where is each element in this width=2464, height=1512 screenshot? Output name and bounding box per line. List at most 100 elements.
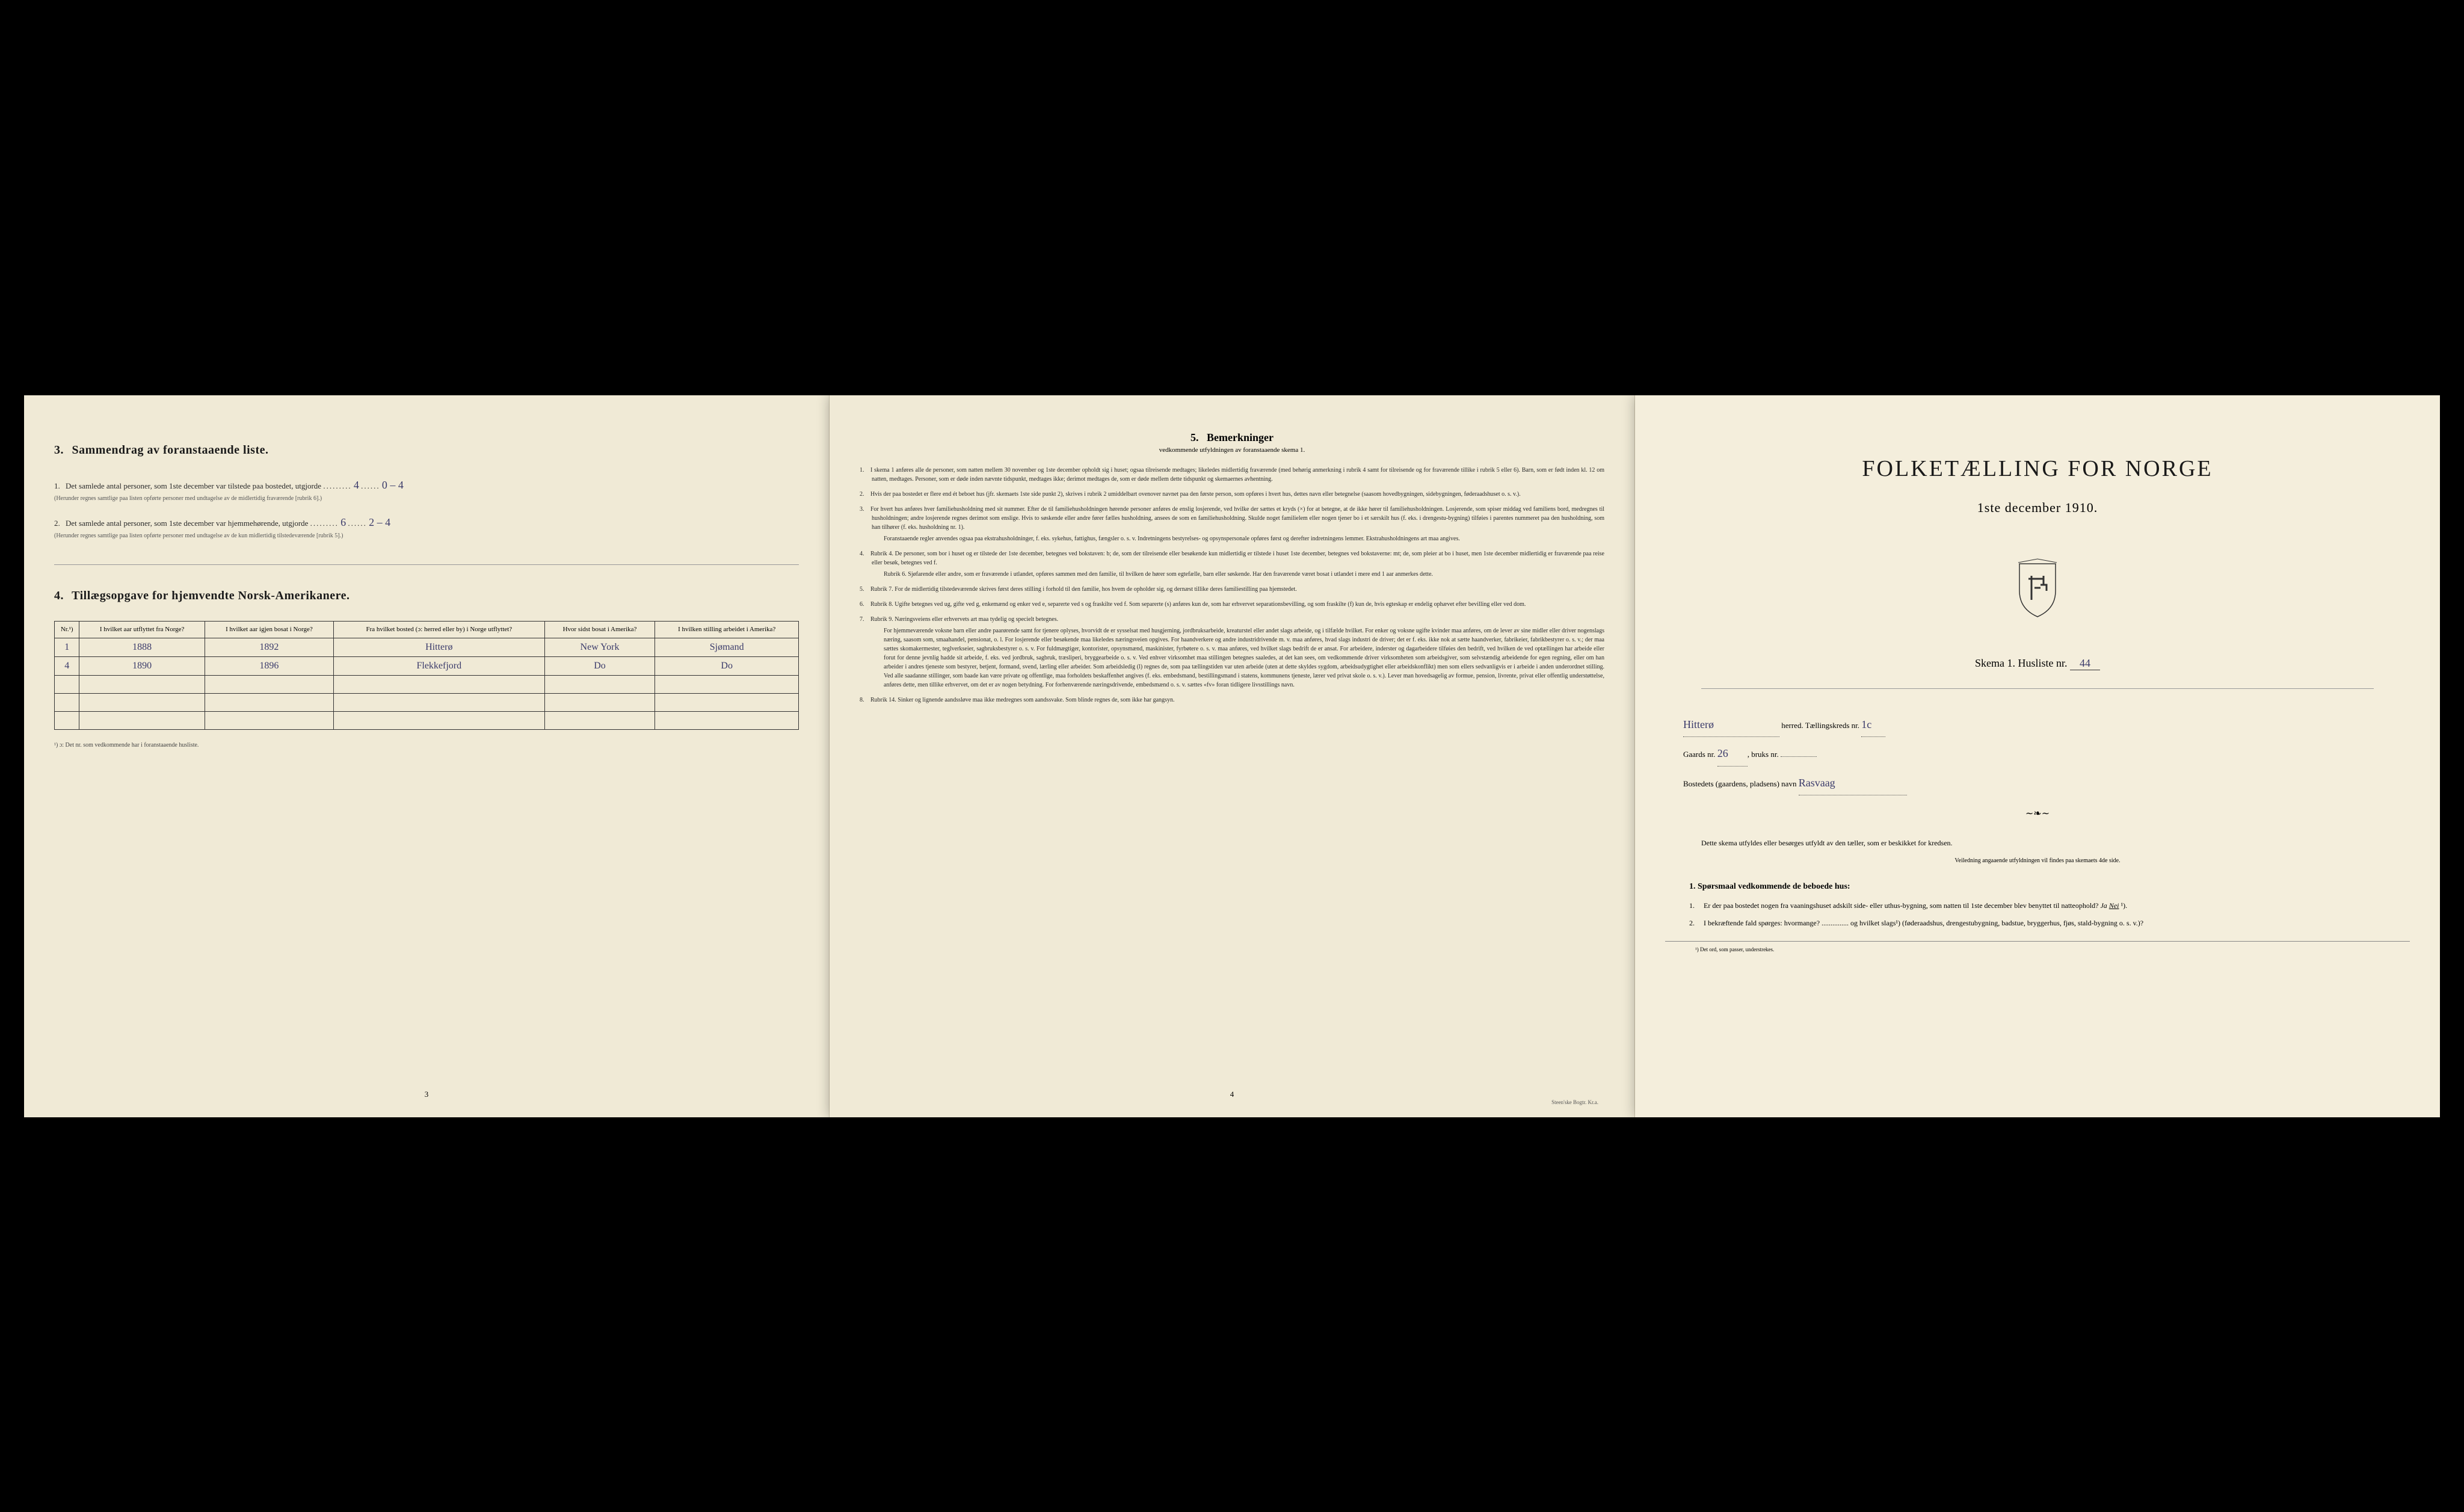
col-from: Fra hvilket bosted (ɔ: herred eller by) … (333, 622, 544, 638)
table-cell-empty (55, 711, 79, 729)
table-row-empty (55, 711, 799, 729)
census-date: 1ste december 1910. (1665, 500, 2410, 516)
table-cell: 1888 (79, 638, 205, 656)
question-1: 1. Det samlede antal personer, som 1ste … (54, 475, 799, 503)
table-cell: 1892 (205, 638, 333, 656)
table-footnote: ¹) ɔ: Det nr. som vedkommende har i fora… (54, 742, 799, 748)
section-5-subtitle: vedkommende utfyldningen av foranstaaend… (860, 446, 1604, 454)
question-2: 2. Det samlede antal personer, som 1ste … (54, 513, 799, 540)
table-row-empty (55, 675, 799, 693)
cover-instructions: Dette skema utfyldes eller besørges utfy… (1665, 838, 2410, 929)
herred-row: Hitterø herred. Tællingskreds nr. 1c (1683, 713, 2392, 738)
table-cell-empty (205, 711, 333, 729)
instruction-item: 2.Hvis der paa bostedet er flere end ét … (872, 490, 1604, 499)
table-cell: Flekkefjord (333, 656, 544, 675)
section-5-text: Bemerkninger (1207, 431, 1274, 443)
table-cell: Do (544, 656, 655, 675)
table-cell: 1890 (79, 656, 205, 675)
table-cell-empty (655, 675, 799, 693)
q1-heading: 1. Spørsmaal vedkommende de beboede hus: (1689, 880, 2386, 893)
bosted-label: Bostedets (gaardens, pladsens) navn (1683, 779, 1796, 788)
item-text: Rubrik 14. Sinker og lignende aandssløve… (870, 697, 1174, 703)
table-cell-empty (55, 693, 79, 711)
table-cell-empty (544, 711, 655, 729)
item-text: Rubrik 7. For de midlertidig tilstedevær… (870, 586, 1297, 593)
item-number: 1. (860, 466, 870, 475)
item-text: Rubrik 9. Næringsveiens eller erhvervets… (870, 616, 1058, 623)
q1-num: 1. (1689, 882, 1696, 891)
answer-note: ¹). (2119, 901, 2127, 910)
instruction-item: 5.Rubrik 7. For de midlertidig tilstedev… (872, 585, 1604, 594)
instruction-item: 1.I skema 1 anføres alle de personer, so… (872, 466, 1604, 484)
skema-label: Skema 1. Husliste nr. (1975, 657, 2068, 669)
instruction-item: 7.Rubrik 9. Næringsveiens eller erhverve… (872, 615, 1604, 690)
section-3-text: Sammendrag av foranstaaende liste. (72, 443, 269, 457)
item-subtext: For hjemmeværende voksne barn eller andr… (884, 626, 1604, 690)
table-cell-empty (205, 693, 333, 711)
cover-footnote: ¹) Det ord, som passer, understrekes. (1665, 941, 2410, 952)
location-form: Hitterø herred. Tællingskreds nr. 1c Gaa… (1665, 713, 2410, 796)
page-number-3: 3 (425, 1090, 429, 1099)
q2-text: Det samlede antal personer, som 1ste dec… (66, 519, 308, 528)
table-header-row: Nr.¹) I hvilket aar utflyttet fra Norge?… (55, 622, 799, 638)
bosted-fill: Rasvaag (1799, 777, 1835, 789)
table-cell: Sjømand (655, 638, 799, 656)
table-cell-empty (544, 693, 655, 711)
table-cell-empty (333, 675, 544, 693)
q1-num: 1. (54, 481, 60, 490)
skema-line: Skema 1. Husliste nr. 44 (1665, 657, 2410, 670)
table-row: 418901896FlekkefjordDoDo (55, 656, 799, 675)
divider (54, 564, 799, 565)
table-cell-empty (333, 693, 544, 711)
gaard-row: Gaards nr. 26, bruks nr. (1683, 742, 2392, 767)
cover-question-list: 1.Er der paa bostedet nogen fra vaanings… (1689, 900, 2386, 929)
item-text: I skema 1 anføres alle de personer, som … (870, 467, 1604, 483)
instr-lead: Dette skema utfyldes eller besørges utfy… (1689, 838, 2386, 849)
table-row: 118881892HitterøNew YorkSjømand (55, 638, 799, 656)
item-text: Rubrik 4. De personer, som bor i huset o… (870, 551, 1604, 566)
cover-question-item: 1.Er der paa bostedet nogen fra vaanings… (1689, 900, 2386, 912)
page-left: 3. Sammendrag av foranstaaende liste. 1.… (24, 395, 830, 1117)
cover-question-item: 2.I bekræftende fald spørges: hvormange?… (1689, 918, 2386, 929)
col-america: Hvor sidst bosat i Amerika? (544, 622, 655, 638)
item-number: 5. (860, 585, 870, 594)
q1-text: Det samlede antal personer, som 1ste dec… (66, 481, 321, 490)
table-cell-empty (655, 711, 799, 729)
section-4-number: 4. (54, 589, 64, 602)
q1-note: (Herunder regnes samtlige paa listen opf… (54, 495, 799, 503)
bruks-label: bruks nr. (1751, 750, 1779, 759)
item-number: 1. (1689, 900, 1695, 912)
item-number: 2. (860, 490, 870, 499)
norwegian-american-table: Nr.¹) I hvilket aar utflyttet fra Norge?… (54, 621, 799, 729)
table-cell-empty (655, 693, 799, 711)
instr-center: Veiledning angaaende utfyldningen vil fi… (1689, 856, 2386, 866)
herred-fill: Hitterø (1683, 718, 1714, 730)
q2-num: 2. (54, 519, 60, 528)
instruction-list: 1.I skema 1 anføres alle de personer, so… (860, 466, 1604, 705)
q2-note: (Herunder regnes samtlige paa listen opf… (54, 532, 799, 540)
husliste-nr-fill: 44 (2070, 657, 2100, 670)
table-cell: New York (544, 638, 655, 656)
q1-fill: 4 (354, 479, 359, 491)
q2-fill-extra: 2 – 4 (369, 516, 390, 528)
table-cell: Do (655, 656, 799, 675)
item-number: 8. (860, 696, 870, 705)
item-text: I bekræftende fald spørges: hvormange? .… (1704, 919, 2143, 927)
section-3-number: 3. (54, 443, 64, 457)
table-cell: 4 (55, 656, 79, 675)
section-4-text: Tillægsopgave for hjemvendte Norsk-Ameri… (72, 589, 350, 602)
census-main-title: FOLKETÆLLING FOR NORGE (1665, 455, 2410, 482)
table-cell-empty (544, 675, 655, 693)
bosted-row: Bostedets (gaardens, pladsens) navn Rasv… (1683, 771, 2392, 796)
section-3-title: 3. Sammendrag av foranstaaende liste. (54, 443, 799, 457)
item-text: Hvis der paa bostedet er flere end ét be… (870, 491, 1521, 498)
section-5-number: 5. (1190, 431, 1199, 443)
page-right-cover: FOLKETÆLLING FOR NORGE 1ste december 191… (1635, 395, 2440, 1117)
gaard-label: Gaards nr. (1683, 750, 1715, 759)
instruction-item: 4.Rubrik 4. De personer, som bor i huset… (872, 549, 1604, 579)
item-number: 6. (860, 600, 870, 609)
table-cell-empty (205, 675, 333, 693)
item-text: For hvert hus anføres hver familiehushol… (870, 506, 1604, 531)
page-center: 5. Bemerkninger vedkommende utfyldningen… (830, 395, 1635, 1117)
item-number: 3. (860, 505, 870, 514)
